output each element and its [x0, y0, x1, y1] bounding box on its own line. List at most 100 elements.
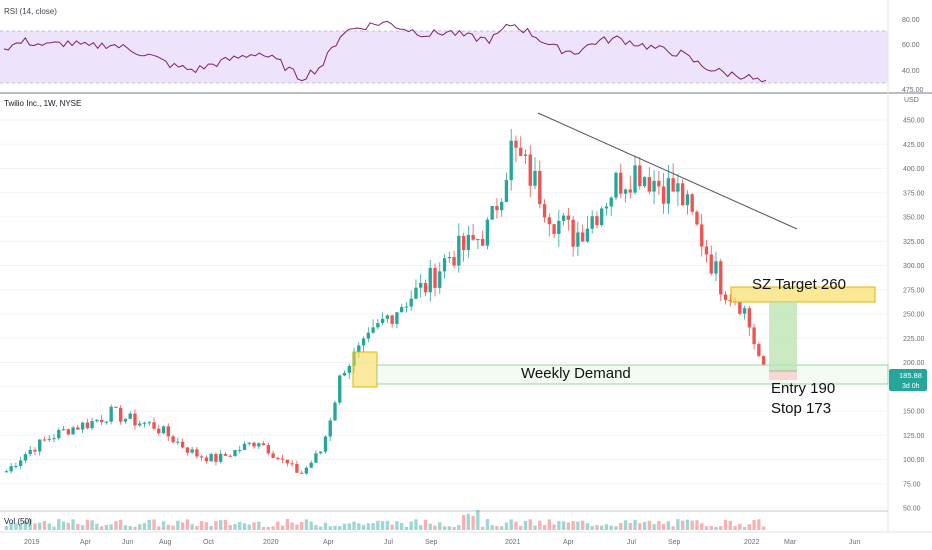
candle-body [600, 208, 604, 226]
volume-bar [309, 521, 313, 530]
volume-bar [690, 520, 694, 530]
rsi-pane: RSI (14, close) 80.00 60.00 40.00 475.00 [0, 7, 924, 94]
volume-bar [47, 523, 51, 530]
volume-bar [214, 520, 218, 530]
volume-bar [552, 524, 556, 530]
candle-body [66, 429, 70, 435]
candle-body [642, 177, 647, 187]
time-tick-label: Aug [159, 539, 172, 546]
candle-body [747, 308, 751, 328]
price-axis: 450.00 425.00 400.00 375.00 350.00 325.00 300.… [903, 118, 925, 513]
candle-body [609, 197, 613, 207]
time-tick-label: Apr [80, 539, 92, 546]
candle-body [490, 206, 494, 220]
volume-bar [109, 524, 113, 530]
volume-bar [542, 525, 547, 530]
candle-body [152, 422, 156, 429]
candle-body [466, 234, 471, 251]
volume-bar [547, 519, 551, 530]
candle-body [23, 454, 28, 461]
volume-bar [457, 525, 461, 530]
volume-bar [466, 513, 471, 530]
candle-body [476, 239, 480, 241]
volume-bar [476, 510, 480, 530]
volume-bar [671, 526, 675, 530]
candle-body [728, 300, 732, 302]
candle-body [204, 457, 209, 462]
candle-body [571, 219, 575, 247]
candle-body [271, 453, 275, 458]
volume-bar [57, 519, 61, 530]
volume-bar [271, 526, 275, 530]
candle-body [485, 219, 490, 246]
volume-bar [538, 520, 542, 530]
volume-bar [85, 519, 90, 530]
volume-bar [338, 526, 342, 530]
volume-bar [76, 523, 80, 530]
candle-body [76, 427, 80, 430]
volume-bar [404, 526, 409, 530]
candle-body [390, 315, 394, 324]
candle-body [109, 406, 113, 422]
volume-bar [519, 525, 523, 530]
time-tick-label: 2020 [263, 539, 279, 546]
candle-body [123, 418, 128, 422]
volume-bar [528, 519, 532, 530]
entry-label: Entry 190 [771, 380, 835, 397]
volume-bar [509, 519, 513, 530]
time-tick-label: Apr [563, 539, 575, 546]
volume-bar [247, 524, 251, 530]
volume-bar [14, 523, 18, 530]
volume-bar [666, 521, 671, 530]
volume-label: Vol (50) [4, 517, 32, 526]
volume-bar [752, 520, 756, 530]
volume-bar [4, 526, 9, 530]
candle-body [57, 429, 61, 439]
volume-bar [314, 525, 318, 530]
price-tick-label: 325.00 [903, 239, 925, 246]
candle-body [290, 463, 294, 465]
volume-bar [23, 520, 28, 530]
candle-body [700, 224, 704, 247]
candle-body [614, 172, 618, 198]
candle-body [33, 449, 37, 452]
candle-body [604, 206, 609, 209]
volume-bars [4, 510, 766, 530]
volume-bar [380, 521, 385, 530]
target-zone[interactable] [730, 286, 876, 303]
time-tick-label: 2022 [744, 539, 760, 546]
candle-body [299, 472, 304, 474]
long-position-profit[interactable] [769, 302, 797, 371]
demand-zone[interactable] [376, 364, 889, 385]
candle-body [95, 419, 99, 422]
volume-bar [523, 520, 528, 530]
candle-body [519, 147, 523, 156]
volume-bar [395, 521, 399, 530]
volume-bar [266, 526, 270, 530]
volume-bar [33, 523, 37, 530]
long-position-risk[interactable] [769, 371, 797, 380]
candle-body [666, 178, 671, 204]
candle-body [161, 426, 166, 434]
price-grid [0, 119, 888, 509]
price-tick-label: 75.00 [903, 481, 921, 488]
volume-bar [171, 525, 175, 530]
demand-yellow-box[interactable] [352, 351, 378, 388]
candle-body [119, 407, 123, 422]
volume-bar [138, 524, 142, 530]
candle-body [228, 455, 232, 457]
trendline[interactable] [537, 112, 798, 230]
volume-bar [504, 522, 509, 530]
candle-body [61, 429, 66, 431]
candle-body [547, 217, 551, 225]
volume-bar [714, 526, 718, 530]
candle-body [557, 220, 561, 234]
candle-body [400, 307, 404, 313]
candle-body [671, 178, 675, 192]
candle-body [128, 413, 132, 419]
volume-bar [471, 515, 475, 530]
candle-body [452, 257, 456, 266]
candle-body [261, 443, 266, 446]
volume-bar [757, 519, 761, 530]
